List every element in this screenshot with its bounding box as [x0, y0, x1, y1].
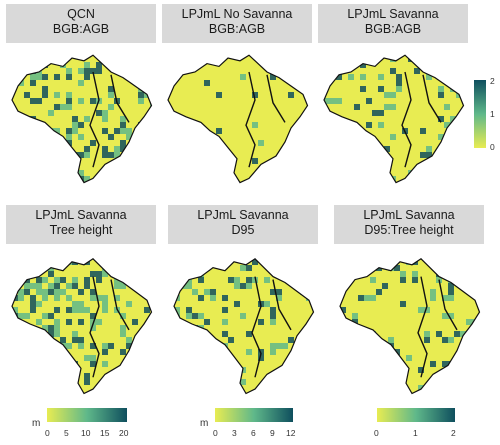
brazil-border [167, 54, 309, 184]
biome-boundary [245, 71, 256, 168]
colorbar-unit: m [200, 418, 209, 429]
tick-label: 3 [232, 428, 237, 438]
map-land-fill [12, 258, 152, 394]
panel-title-line2: Tree height [49, 223, 113, 237]
colorbar-d95-tree-height [377, 408, 455, 422]
brazil-map [11, 258, 153, 395]
tick-label: 0 [374, 428, 379, 438]
panel-title-strip: LPJmL Savanna BGB:AGB [318, 4, 468, 43]
biome-boundary [438, 279, 458, 331]
panel-title-strip: LPJmL Savanna D95:Tree height [334, 205, 484, 244]
map-land-fill [174, 258, 314, 394]
tick-label: 1 [413, 428, 418, 438]
panel-lpjml-savanna-tree-height: LPJmL Savanna Tree height [6, 205, 156, 400]
tick-label: 5 [64, 428, 69, 438]
biome-boundary [422, 74, 442, 123]
panel-qcn-bgb-agb: QCN BGB:AGB [6, 4, 156, 184]
colorbar-unit: m [32, 418, 41, 429]
biome-boundary [251, 276, 262, 378]
panel-title-line1: LPJmL Savanna [197, 208, 289, 222]
colorbar-d95 [215, 408, 293, 422]
brazil-map [11, 54, 153, 184]
brazil-border [323, 54, 465, 184]
tick-label: 0 [45, 428, 50, 438]
colorbar-bgb-agb [474, 80, 486, 148]
panel-title-strip: LPJmL No Savanna BGB:AGB [162, 4, 312, 43]
biome-boundary [110, 74, 130, 123]
panel-lpjml-savanna-d95-tree-height: LPJmL Savanna D95:Tree height [334, 205, 484, 400]
tick-label: 10 [81, 428, 91, 438]
panel-title-strip: LPJmL Savanna D95 [168, 205, 318, 244]
brazil-border [339, 258, 481, 395]
panel-title-line1: LPJmL Savanna [347, 7, 439, 21]
brazil-map [173, 258, 315, 395]
brazil-border [173, 258, 315, 395]
map-land-fill [340, 258, 480, 394]
panel-title-line1: QCN [67, 7, 95, 21]
tick-label: 20 [119, 428, 129, 438]
panel-title-line1: LPJmL Savanna [363, 208, 455, 222]
biome-boundary [89, 276, 100, 378]
panel-title-strip: LPJmL Savanna Tree height [6, 205, 156, 244]
panel-title-line1: LPJmL No Savanna [181, 7, 293, 21]
biome-boundary [266, 74, 286, 123]
panel-title-line2: BGB:AGB [364, 22, 422, 36]
brazil-map [339, 258, 481, 395]
panel-title-strip: QCN BGB:AGB [6, 4, 156, 43]
panel-title-line2: D95:Tree height [364, 223, 454, 237]
tick-label: 9 [270, 428, 275, 438]
panel-lpjml-savanna-d95: LPJmL Savanna D95 [168, 205, 318, 400]
biome-boundary [110, 279, 130, 331]
brazil-map [323, 54, 465, 184]
tick-label: 0 [490, 142, 495, 152]
brazil-map [167, 54, 309, 184]
tick-label: 2 [451, 428, 456, 438]
map-land-fill [168, 55, 308, 183]
colorbar-tree-height [47, 408, 127, 422]
panel-lpjml-savanna-bgb-agb: LPJmL Savanna BGB:AGB [318, 4, 468, 184]
biome-boundary [401, 71, 412, 168]
panel-title-line2: BGB:AGB [208, 22, 266, 36]
panel-lpjml-no-savanna-bgb-agb: LPJmL No Savanna BGB:AGB [162, 4, 312, 184]
tick-label: 2 [490, 76, 495, 86]
tick-label: 0 [213, 428, 218, 438]
brazil-border [11, 54, 153, 184]
colorbar-gradient [474, 80, 486, 148]
biome-boundary [272, 279, 292, 331]
tick-label: 1 [490, 109, 495, 119]
biome-boundary [89, 71, 100, 168]
tick-label: 12 [286, 428, 296, 438]
panel-title-line1: LPJmL Savanna [35, 208, 127, 222]
tick-label: 6 [251, 428, 256, 438]
tick-label: 15 [100, 428, 110, 438]
panel-title-line2: BGB:AGB [52, 22, 110, 36]
brazil-border [11, 258, 153, 395]
panel-title-line2: D95 [231, 223, 255, 237]
biome-boundary [417, 276, 428, 378]
